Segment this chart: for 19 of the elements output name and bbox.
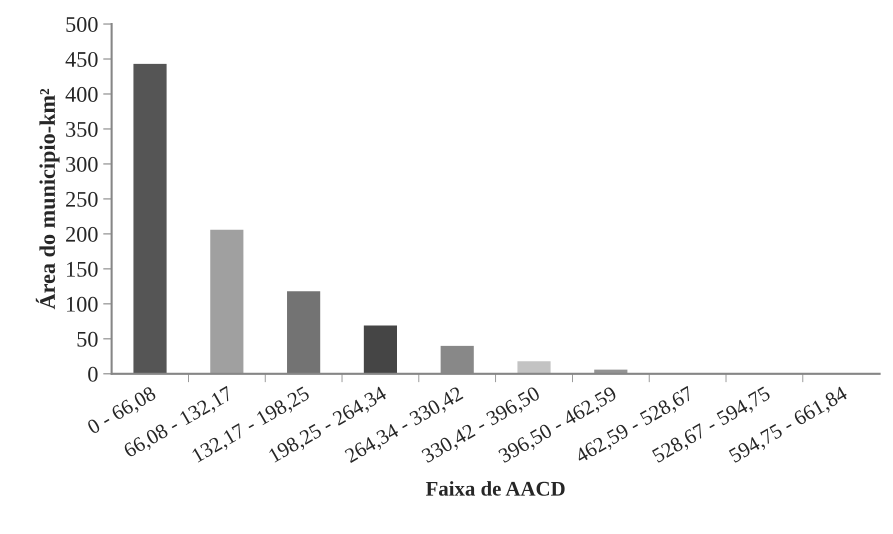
- bar: [592, 368, 629, 374]
- y-tick-label: 450: [66, 52, 98, 67]
- x-axis-title: Faixa de AACD: [426, 481, 565, 496]
- y-tick-label: 250: [66, 192, 98, 207]
- y-tick-label: 500: [66, 16, 98, 32]
- y-tick-label: 0: [88, 366, 98, 382]
- bar: [516, 360, 552, 374]
- y-tick-label: 350: [66, 122, 98, 137]
- bar: [362, 324, 398, 374]
- y-tick-label: 100: [67, 296, 98, 312]
- bar: [132, 62, 168, 374]
- bar: [208, 228, 245, 374]
- y-tick-label: 200: [66, 226, 98, 242]
- y-tick-label: 400: [66, 86, 98, 102]
- y-axis-title: Área do municipio-km²: [36, 88, 60, 310]
- y-tick-label: 50: [78, 332, 98, 347]
- y-tick-label: 300: [66, 156, 98, 172]
- y-tick-label: 150: [67, 262, 98, 277]
- bar: [286, 290, 322, 374]
